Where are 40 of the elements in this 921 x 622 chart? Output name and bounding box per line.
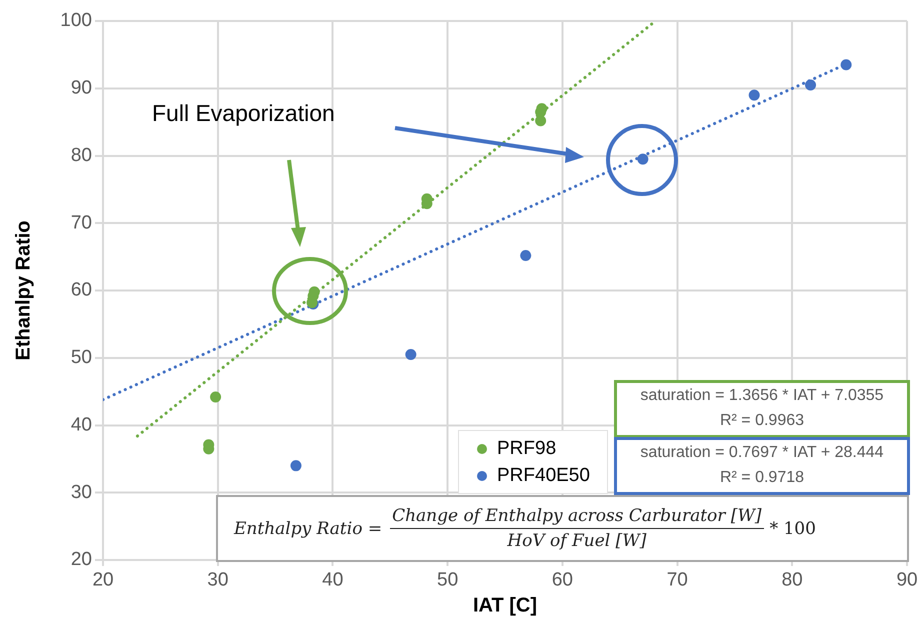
point: [290, 460, 302, 472]
x-tick-label: 90: [896, 570, 918, 591]
y-tick-label: 20: [70, 549, 92, 570]
annotation: Full Evaporization: [152, 100, 335, 127]
x-tick-label: 80: [782, 570, 803, 591]
x-tick-label: 60: [552, 570, 573, 591]
y-tick-label: 90: [70, 78, 92, 99]
point: [210, 391, 222, 402]
annotation: HoV of Fuel [W]: [507, 530, 646, 551]
point: [637, 154, 648, 165]
y-tick-label: 70: [70, 212, 92, 234]
x-axis-title: IAT [C]: [472, 594, 538, 617]
point: [748, 90, 760, 101]
annotation: saturation = 1.3656 * IAT + 7.0355: [639, 386, 885, 406]
point: [520, 250, 532, 261]
x-tick-label: 50: [437, 570, 458, 591]
point: [840, 59, 852, 70]
y-tick-label: 50: [70, 347, 92, 368]
x-tick-label: 20: [92, 570, 114, 591]
y-tick-label: 60: [70, 280, 92, 301]
annotation: * 100: [770, 518, 816, 538]
text-box: saturation = 0.7697 * IAT + 28.444 R² = 0.9718: [614, 437, 910, 495]
y-tick-label: 100: [60, 10, 92, 32]
y-tick-label: 80: [70, 144, 92, 166]
annotation: Change of Enthalpy across Carburator [W]: [390, 506, 764, 529]
point: [805, 80, 816, 91]
annotation: saturation = 0.7697 * IAT + 28.444: [639, 443, 885, 463]
x-tick-label: 30: [207, 570, 228, 591]
y-tick-label: 30: [70, 482, 92, 503]
text-box: saturation = 1.3656 * IAT + 7.0355 R² = 0.9963: [614, 380, 910, 438]
legend-label: PRF40E50: [497, 464, 590, 486]
x-tick-label: 70: [666, 570, 688, 591]
annotation: R² = 0.9963: [718, 411, 806, 431]
annotation: Enthalpy Ratio =: [234, 518, 382, 538]
point: [405, 349, 416, 360]
x-tick-label: 40: [322, 570, 344, 591]
y-axis-title: Ethanlpy Ratio: [12, 220, 35, 361]
y-tick-label: 40: [70, 414, 92, 436]
annotation: R² = 0.9718: [718, 468, 806, 488]
legend-label: PRF98: [497, 438, 556, 460]
